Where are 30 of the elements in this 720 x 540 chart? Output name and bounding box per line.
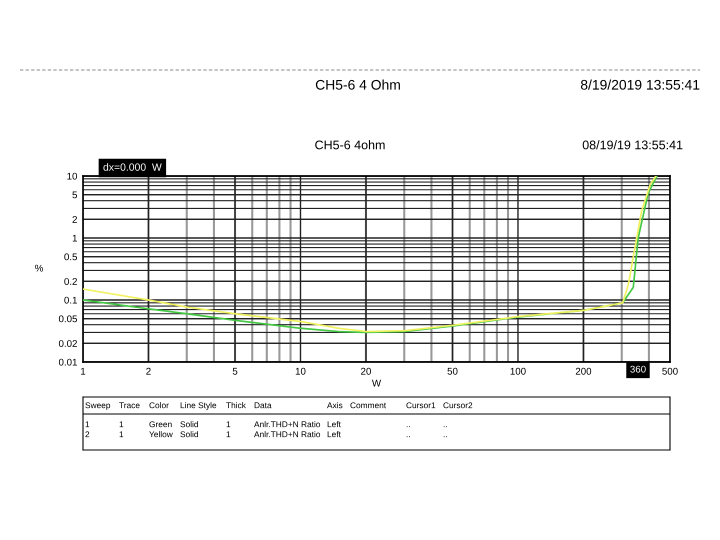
text: 1 1 Green Solid 1 Anlr.THD+N Ratio Left .. .. (86, 421, 447, 428)
text: dx=0.000 W (103, 163, 162, 171)
text: Sweep Trace Color Line Style Thick Data Axis Comment Cursor1 Cursor2 (85, 402, 472, 410)
text: 8/19/2019 13:55:41 (580, 80, 700, 90)
text: CH5-6 4 Ohm (316, 80, 400, 90)
y-tick-label: 0.5 (64, 253, 78, 260)
y-tick-label: 0.05 (58, 315, 78, 322)
y-tick-label: 10 (67, 172, 78, 180)
y-tick-label: 0.01 (58, 358, 77, 366)
text: 2 1 Yellow Solid 1 Anlr.THD+N Ratio Left .. .. (85, 431, 447, 438)
text: 360 (630, 366, 646, 373)
y-axis-title: % (35, 264, 44, 272)
x-tick-label: 200 (576, 368, 592, 375)
x-tick-label: 500 (662, 368, 678, 375)
x-axis-title: W (372, 380, 382, 386)
y-tick-label: 2 (72, 216, 77, 223)
x-tick-label: 50 (447, 368, 458, 375)
y-tick-label: 5 (72, 192, 78, 198)
text: CH5-6 4ohm (315, 140, 385, 150)
x-tick-label: 100 (510, 368, 526, 375)
y-tick-label: 0.02 (58, 340, 77, 347)
y-tick-label: 0.1 (64, 296, 77, 304)
x-tick-label: 2 (146, 368, 151, 375)
text: 08/19/19 13:55:41 (582, 140, 682, 150)
x-tick-label: 10 (296, 368, 306, 375)
y-tick-label: 0.2 (64, 278, 77, 285)
x-tick-label: 1 (81, 368, 86, 375)
x-tick-label: 5 (232, 368, 238, 375)
x-tick-label: 20 (361, 368, 371, 375)
y-tick-label: 1 (72, 234, 77, 242)
